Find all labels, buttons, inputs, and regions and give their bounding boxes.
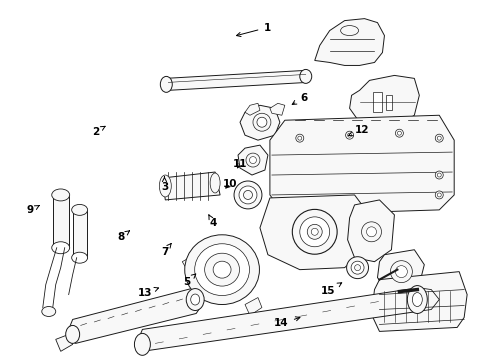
Ellipse shape bbox=[395, 129, 403, 137]
Ellipse shape bbox=[293, 210, 337, 254]
Ellipse shape bbox=[311, 228, 318, 235]
Ellipse shape bbox=[253, 113, 271, 131]
Ellipse shape bbox=[435, 134, 443, 142]
Ellipse shape bbox=[205, 253, 240, 286]
Ellipse shape bbox=[362, 222, 382, 242]
Ellipse shape bbox=[257, 117, 267, 127]
Ellipse shape bbox=[72, 204, 88, 215]
Text: 15: 15 bbox=[321, 283, 342, 296]
Polygon shape bbox=[245, 103, 260, 115]
Polygon shape bbox=[56, 334, 73, 351]
Ellipse shape bbox=[186, 289, 204, 310]
Ellipse shape bbox=[249, 157, 256, 163]
Ellipse shape bbox=[195, 244, 249, 296]
Text: 14: 14 bbox=[274, 317, 300, 328]
Ellipse shape bbox=[347, 133, 352, 137]
Polygon shape bbox=[238, 145, 268, 175]
Ellipse shape bbox=[437, 136, 441, 140]
Polygon shape bbox=[371, 272, 467, 332]
Ellipse shape bbox=[213, 261, 231, 278]
Polygon shape bbox=[315, 19, 385, 66]
Ellipse shape bbox=[191, 294, 200, 305]
Ellipse shape bbox=[300, 69, 312, 84]
Polygon shape bbox=[260, 195, 369, 270]
Text: 8: 8 bbox=[117, 231, 129, 242]
Text: 9: 9 bbox=[26, 206, 39, 216]
Ellipse shape bbox=[397, 131, 401, 135]
Polygon shape bbox=[165, 71, 308, 90]
Ellipse shape bbox=[407, 285, 427, 314]
Text: 4: 4 bbox=[209, 215, 217, 228]
Text: 7: 7 bbox=[161, 243, 171, 257]
Ellipse shape bbox=[52, 189, 70, 201]
Ellipse shape bbox=[42, 306, 56, 316]
Polygon shape bbox=[270, 115, 454, 215]
Text: 2: 2 bbox=[93, 126, 105, 136]
Ellipse shape bbox=[437, 173, 441, 177]
Polygon shape bbox=[162, 172, 220, 200]
Ellipse shape bbox=[355, 265, 361, 271]
Text: 6: 6 bbox=[292, 93, 307, 104]
Polygon shape bbox=[73, 210, 87, 258]
Text: 10: 10 bbox=[223, 179, 238, 189]
Polygon shape bbox=[412, 288, 439, 311]
Ellipse shape bbox=[300, 217, 330, 247]
Ellipse shape bbox=[391, 261, 413, 283]
Text: 13: 13 bbox=[138, 287, 159, 298]
Polygon shape bbox=[182, 255, 200, 272]
Text: 3: 3 bbox=[161, 177, 168, 192]
Polygon shape bbox=[372, 92, 383, 112]
Polygon shape bbox=[349, 75, 419, 128]
Polygon shape bbox=[69, 288, 200, 343]
Ellipse shape bbox=[351, 261, 364, 274]
Polygon shape bbox=[347, 200, 394, 262]
Ellipse shape bbox=[159, 175, 171, 197]
Ellipse shape bbox=[210, 173, 220, 193]
Ellipse shape bbox=[435, 171, 443, 179]
Text: 5: 5 bbox=[183, 274, 196, 287]
Ellipse shape bbox=[66, 325, 80, 343]
Ellipse shape bbox=[296, 134, 304, 142]
Ellipse shape bbox=[345, 131, 354, 139]
Polygon shape bbox=[138, 288, 423, 351]
Ellipse shape bbox=[246, 153, 260, 167]
Polygon shape bbox=[245, 298, 262, 315]
Ellipse shape bbox=[413, 293, 422, 306]
Polygon shape bbox=[387, 95, 392, 110]
Text: 1: 1 bbox=[237, 23, 270, 36]
Ellipse shape bbox=[395, 266, 407, 278]
Polygon shape bbox=[377, 250, 424, 292]
Ellipse shape bbox=[239, 186, 257, 204]
Text: 12: 12 bbox=[348, 125, 369, 136]
Polygon shape bbox=[53, 195, 69, 248]
Ellipse shape bbox=[134, 333, 150, 355]
Ellipse shape bbox=[244, 190, 252, 199]
Ellipse shape bbox=[160, 76, 172, 92]
Ellipse shape bbox=[185, 235, 259, 305]
Ellipse shape bbox=[307, 224, 322, 239]
Polygon shape bbox=[270, 103, 285, 115]
Ellipse shape bbox=[367, 227, 376, 237]
Ellipse shape bbox=[341, 26, 359, 36]
Ellipse shape bbox=[234, 181, 262, 209]
Text: 11: 11 bbox=[233, 159, 247, 169]
Ellipse shape bbox=[72, 252, 88, 263]
Ellipse shape bbox=[298, 136, 302, 140]
Ellipse shape bbox=[437, 193, 441, 197]
Ellipse shape bbox=[435, 191, 443, 199]
Polygon shape bbox=[240, 105, 280, 140]
Ellipse shape bbox=[346, 257, 368, 279]
Ellipse shape bbox=[52, 242, 70, 254]
